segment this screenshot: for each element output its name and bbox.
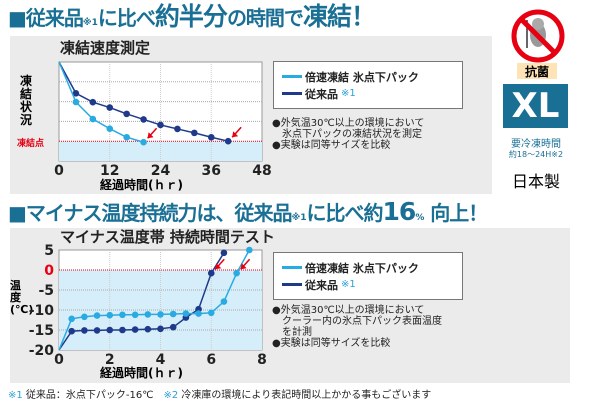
data-point [174, 125, 181, 133]
data-point [131, 326, 139, 333]
freeze-time: 約18〜24H※2 [508, 150, 564, 159]
legend-1: 倍速凍結 氷点下パック 従来品 ※1 [273, 61, 463, 109]
data-point [157, 325, 164, 333]
arrow-head [240, 263, 247, 270]
data-point [224, 137, 232, 145]
size-badge: XL [503, 84, 568, 128]
data-point [191, 129, 198, 137]
headline-1: ■従来品※1に比べ約半分の時間で凍結！ [8, 2, 376, 31]
y-tick-label: -10 [29, 303, 55, 319]
data-point [106, 125, 114, 133]
data-point [68, 327, 75, 335]
x-tick-label: 8 [257, 352, 267, 368]
data-point [140, 116, 147, 123]
data-point [157, 311, 164, 318]
arrow-head [232, 131, 239, 138]
x-tick-label: 24 [151, 163, 171, 179]
antibacterial-no-germ-icon [510, 8, 566, 64]
data-point [106, 311, 114, 319]
x-axis-label-1: 経過時間(ｈｒ) [100, 178, 183, 192]
data-point [131, 311, 139, 319]
x-tick-label: 4 [156, 352, 166, 368]
y-tick-label: -20 [29, 343, 55, 359]
data-point [207, 133, 215, 141]
data-point [93, 312, 101, 319]
data-point [144, 311, 152, 318]
notes-1: ●外気温30℃以上の環境において 氷点下パックの凍結状況を測定 ●実験は同等サイズ… [272, 118, 425, 151]
y-tick-label: 5 [44, 243, 54, 259]
data-point [81, 327, 88, 334]
x-tick-label: 0 [54, 352, 64, 368]
data-point [72, 98, 80, 106]
data-point [157, 121, 164, 129]
legend-item-conventional: 従来品 ※1 [282, 85, 454, 102]
data-point [119, 311, 126, 319]
data-point [169, 310, 177, 318]
y-tick-label: -5 [38, 283, 54, 299]
data-point [220, 249, 228, 257]
data-point [220, 298, 228, 305]
x-tick-label: 2 [105, 352, 115, 368]
x-axis-label-2: 経過時間(ｈｒ) [100, 366, 183, 380]
x-tick-label: 36 [202, 163, 221, 179]
made-in-japan: 日本製 [511, 172, 560, 191]
freeze-point-label: 凍結点 [17, 139, 45, 149]
x-tick-label: 6 [206, 352, 216, 368]
footnote: ※1 従来品：氷点下パック-16℃ ※2 冷凍庫の環境により表記時間以上かかる事… [8, 390, 432, 401]
legend-2: 倍速凍結 氷点下パック 従来品 ※1 [273, 252, 463, 300]
data-point [89, 115, 97, 123]
data-point [119, 326, 126, 334]
freeze-time-label: 要冷凍時間 [511, 139, 561, 150]
headline-2: ■マイナス温度持続力は、従来品※1に比べ約16% 向上！ [8, 197, 488, 226]
data-point [246, 246, 253, 254]
notes-2: ●外気温30℃以上の環境において クーラー内の氷点下パック表面温度 を計測 ●実験… [272, 305, 442, 349]
data-point [169, 323, 177, 331]
data-point [207, 269, 215, 277]
data-point [140, 138, 147, 146]
data-point [123, 110, 130, 118]
data-point [72, 89, 80, 97]
data-point [81, 313, 88, 321]
y-tick-label: -15 [29, 323, 54, 339]
legend-item-conventional: 従来品 ※1 [282, 276, 454, 293]
data-point [106, 326, 114, 334]
legend-item-fast: 倍速凍結 氷点下パック [282, 259, 454, 276]
data-point [144, 325, 152, 333]
data-point [207, 309, 215, 317]
arrow-head [147, 132, 154, 139]
x-tick-label: 0 [54, 163, 64, 179]
data-point [182, 310, 190, 317]
data-point [123, 133, 130, 141]
data-point [195, 310, 202, 317]
x-tick-label: 48 [252, 163, 271, 179]
series-line [58, 249, 250, 351]
y-axis-label-1: 凍結状況 [20, 74, 33, 127]
arrow-head [215, 263, 222, 270]
data-point [106, 104, 114, 111]
antibacterial-badge: 抗菌 [517, 63, 557, 79]
y-tick-label: 0 [44, 263, 54, 279]
data-point [68, 315, 75, 323]
data-point [233, 269, 240, 277]
chart-title-2: マイナス温度帯 持続時間テスト [60, 228, 275, 246]
chart-title-1: 凍結速度測定 [60, 39, 151, 57]
data-point [93, 327, 101, 334]
legend-item-fast: 倍速凍結 氷点下パック [282, 68, 454, 85]
x-tick-label: 12 [100, 163, 119, 179]
data-point [89, 98, 97, 106]
